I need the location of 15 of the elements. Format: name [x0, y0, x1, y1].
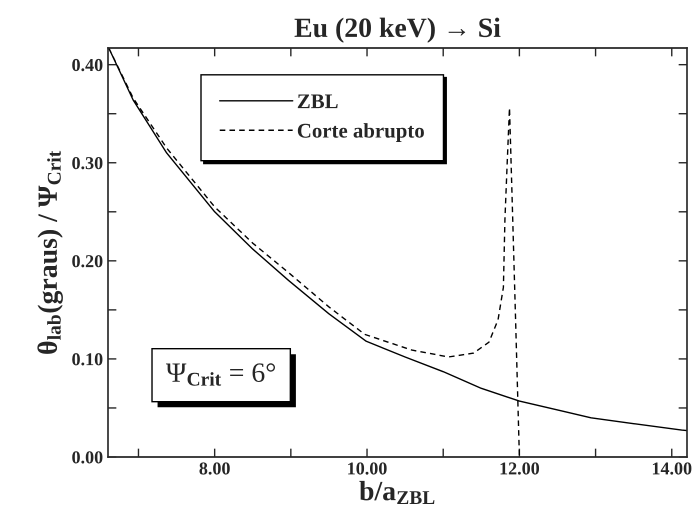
y-tick-label: 0.40 [72, 58, 102, 72]
chart-title: Eu (20 keV) → Si [294, 18, 500, 43]
y-tick-label: 0.20 [72, 255, 102, 268]
x-tick-label: 14.00 [652, 462, 692, 475]
legend-label: ZBL [298, 94, 338, 108]
x-axis-title: b/a$_{ZBL}$ [359, 480, 434, 504]
y-tick-label: 0.00 [72, 451, 102, 464]
legend-label: Corte abrupto [298, 123, 424, 142]
y-axis-title: θ$_{lab}$(graus) / Ψ$_{Crit}$ [37, 150, 63, 354]
x-tick-label: 12.00 [500, 462, 540, 475]
x-tick-label: 8.00 [199, 462, 230, 475]
y-tick-label: 0.30 [72, 157, 102, 170]
annotation: Ψ$_{Crit}$ = 6° [166, 363, 275, 386]
y-tick-label: 0.10 [72, 353, 102, 366]
x-tick-label: 10.00 [348, 462, 387, 475]
